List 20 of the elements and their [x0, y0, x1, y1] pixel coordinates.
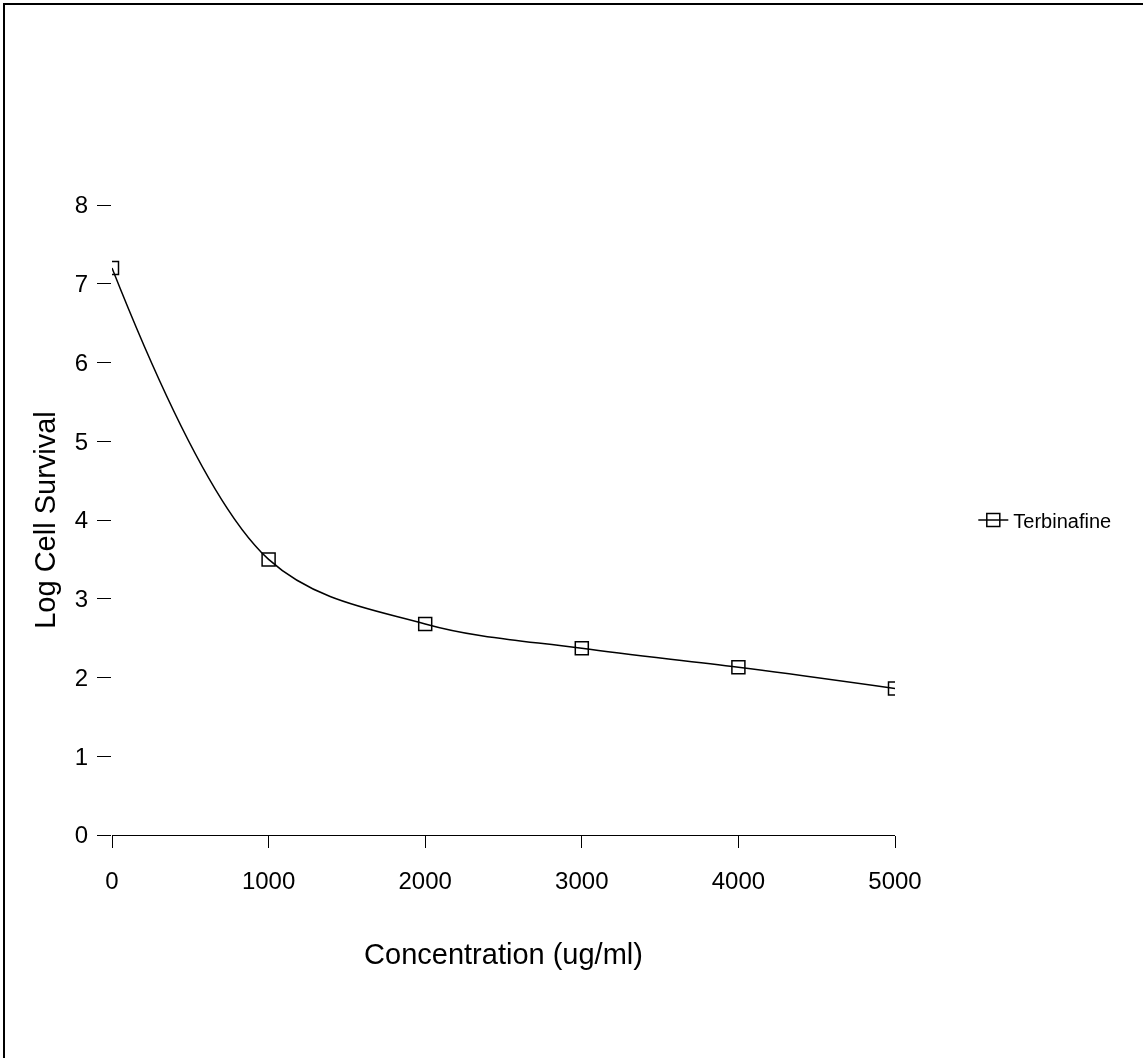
y-tick-label: 6 — [74, 348, 89, 376]
point — [574, 641, 590, 656]
y-axis-title: Log Cell Survival — [29, 411, 62, 629]
x-tick-label: 4000 — [711, 866, 766, 894]
point — [417, 616, 433, 632]
x-tick-label: 5000 — [868, 866, 922, 894]
y-tick-label: 2 — [74, 663, 89, 691]
y-tick-label: 5 — [74, 427, 89, 455]
legend-label: Terbinafine — [1013, 509, 1112, 532]
y-tick-label: 1 — [74, 742, 89, 770]
x-tick-label: 0 — [105, 866, 119, 894]
y-tick-label: 8 — [74, 191, 89, 219]
y-tick-label: 7 — [74, 270, 89, 298]
x-tick-label: 2000 — [398, 866, 452, 894]
x-axis-title: Concentration (ug/ml) — [364, 937, 643, 970]
x-tick-label: 3000 — [555, 866, 609, 894]
y-tick-label: 4 — [74, 506, 89, 534]
x-tick-label: 1000 — [241, 866, 296, 894]
y-tick-label: 0 — [74, 821, 89, 849]
y-tick-label: 3 — [74, 585, 89, 613]
